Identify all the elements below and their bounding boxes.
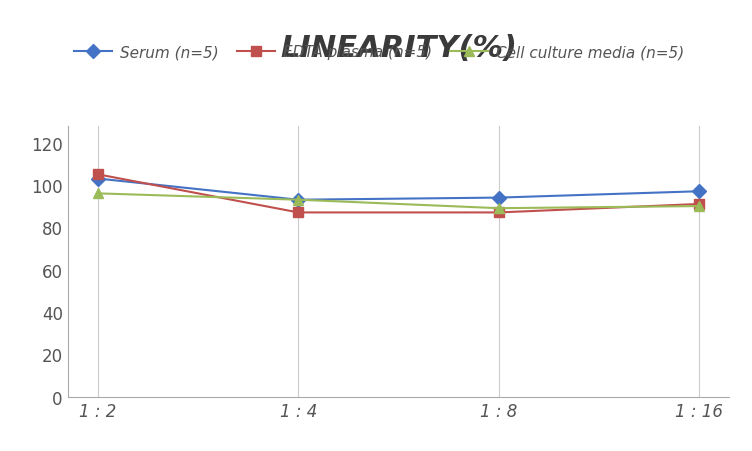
- Line: Serum (n=5): Serum (n=5): [93, 174, 704, 205]
- Serum (n=5): [93, 176, 102, 182]
- EDTA plasma (n=5): [294, 210, 303, 216]
- Line: EDTA plasma (n=5): EDTA plasma (n=5): [93, 170, 704, 218]
- Cell culture media (n=5): [494, 206, 503, 212]
- Legend: Serum (n=5), EDTA plasma (n=5), Cell culture media (n=5): Serum (n=5), EDTA plasma (n=5), Cell cul…: [68, 39, 690, 66]
- Cell culture media (n=5): [695, 204, 704, 209]
- Serum (n=5): [294, 198, 303, 203]
- Cell culture media (n=5): [93, 191, 102, 197]
- EDTA plasma (n=5): [93, 172, 102, 178]
- EDTA plasma (n=5): [695, 202, 704, 207]
- Title: LINEARITY(%): LINEARITY(%): [280, 34, 517, 63]
- Line: Cell culture media (n=5): Cell culture media (n=5): [93, 189, 704, 214]
- Cell culture media (n=5): [294, 198, 303, 203]
- Serum (n=5): [695, 189, 704, 194]
- EDTA plasma (n=5): [494, 210, 503, 216]
- Serum (n=5): [494, 195, 503, 201]
